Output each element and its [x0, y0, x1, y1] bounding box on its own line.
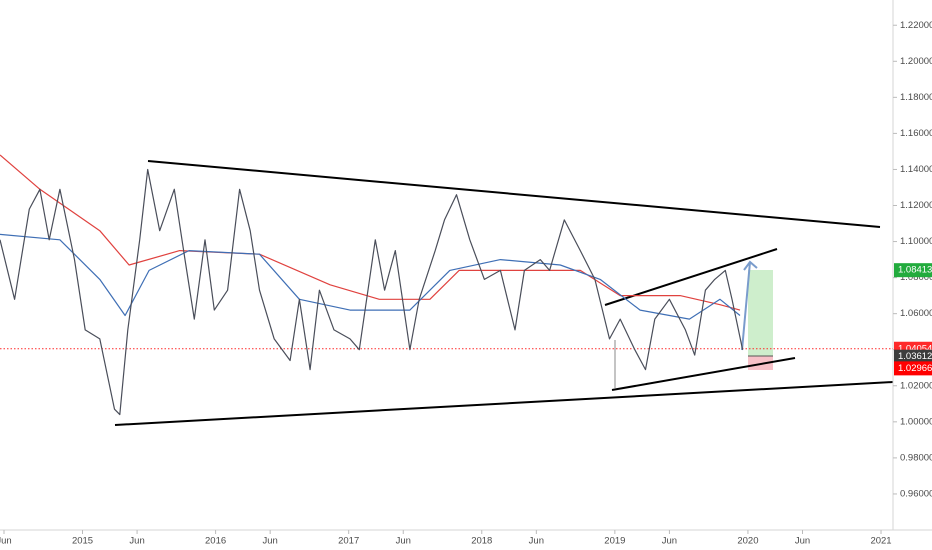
x-tick-label: Jun	[396, 536, 411, 547]
y-tick-label: 1.06000	[900, 308, 932, 319]
price-label-box	[894, 263, 932, 278]
trend-line	[611, 357, 796, 391]
x-tick-label: 2021	[870, 536, 891, 547]
price-series	[0, 168, 744, 416]
x-tick-label: 2017	[338, 536, 359, 547]
y-tick-label: 1.18000	[900, 92, 932, 103]
drawings	[114, 160, 894, 426]
x-tick-label: Jun	[262, 536, 277, 547]
price-series	[0, 233, 741, 320]
price-label: 1.02966	[898, 363, 932, 374]
price-label: 1.08413	[898, 265, 932, 276]
x-tick-label: 2015	[72, 536, 93, 547]
y-tick-label: 1.16000	[900, 128, 932, 139]
trend-line	[147, 160, 881, 228]
y-tick-label: 1.20000	[900, 56, 932, 67]
x-tick-label: Jun	[0, 536, 12, 547]
x-tick-label: Jun	[795, 536, 810, 547]
y-tick-label: 1.08000	[900, 272, 932, 283]
x-tick-label: Jun	[129, 536, 144, 547]
y-tick-label: 1.10000	[900, 236, 932, 247]
x-tick-label: Jun	[529, 536, 544, 547]
trend-line	[114, 381, 894, 426]
x-tick-label: 2020	[737, 536, 758, 547]
projection-arrow	[741, 260, 758, 351]
y-tick-label: 0.98000	[900, 452, 932, 463]
x-tick-label: 2016	[205, 536, 226, 547]
x-tick-label: 2018	[471, 536, 492, 547]
y-tick-label: 1.00000	[900, 416, 932, 427]
y-tick-label: 1.02000	[900, 380, 932, 391]
y-tick-label: 1.14000	[900, 164, 932, 175]
price-label-box	[894, 361, 932, 376]
y-tick-label: 0.96000	[900, 488, 932, 499]
price-label: 1.04054	[898, 343, 932, 354]
stop-zone	[748, 356, 773, 370]
price-label: 1.03612	[898, 351, 932, 362]
x-tick-label: 2019	[604, 536, 625, 547]
price-label-box	[894, 349, 932, 364]
x-tick-label: Jun	[662, 536, 677, 547]
price-series	[0, 154, 741, 311]
y-tick-label: 1.22000	[900, 20, 932, 31]
y-tick-label: 1.12000	[900, 200, 932, 211]
target-zone	[748, 270, 773, 356]
